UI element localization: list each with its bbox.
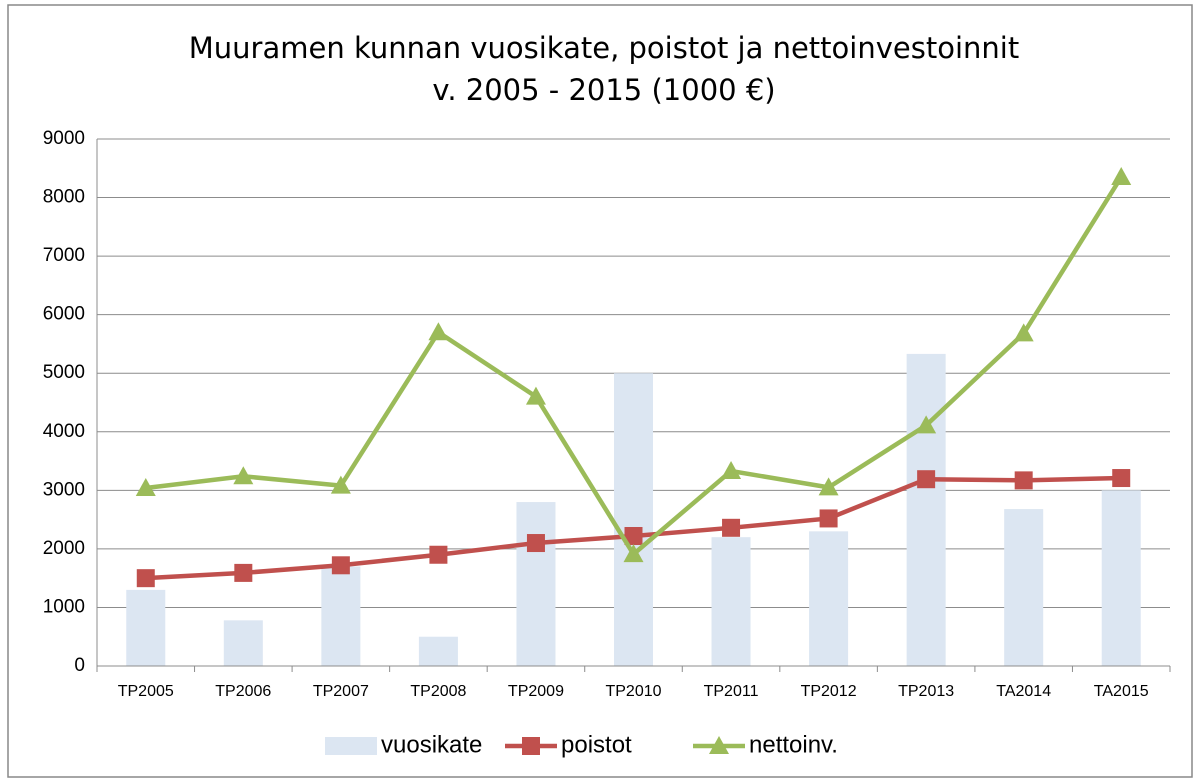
bar: [613, 373, 654, 666]
legend-label: nettoinv.: [749, 731, 838, 758]
y-tick-label: 1000: [43, 596, 85, 617]
x-tick-label: TP2005: [118, 683, 174, 700]
y-tick-label: 7000: [43, 245, 85, 266]
legend-label: vuosikate: [381, 731, 482, 758]
marker: [819, 509, 838, 528]
marker: [428, 322, 449, 341]
x-tick-label: TP2010: [605, 683, 661, 700]
marker: [331, 556, 350, 575]
bar: [418, 636, 458, 666]
y-tick-label: 4000: [43, 421, 85, 442]
marker: [722, 518, 741, 537]
x-tick-label: TP2009: [508, 683, 564, 700]
bar: [126, 589, 166, 666]
x-tick-label: TP2007: [313, 683, 369, 700]
y-tick-label: 6000: [43, 304, 85, 325]
y-tick-label: 5000: [43, 362, 85, 383]
x-tick-label: TP2011: [704, 683, 759, 700]
y-tick-label: 8000: [43, 187, 85, 208]
marker: [623, 544, 644, 563]
y-tick-label: 0: [74, 655, 85, 676]
x-tick-label: TP2012: [801, 683, 857, 700]
marker: [1014, 471, 1033, 490]
marker: [1112, 469, 1131, 488]
marker: [233, 466, 254, 485]
x-tick-label: TA2015: [1094, 683, 1149, 700]
y-tick-label: 9000: [43, 128, 85, 149]
marker: [1111, 167, 1132, 186]
legend-marker: [522, 737, 540, 755]
x-tick-label: TA2014: [996, 683, 1051, 700]
marker: [818, 477, 839, 496]
marker: [136, 569, 155, 588]
bar: [1101, 490, 1141, 666]
marker: [624, 527, 643, 546]
bar: [906, 353, 946, 666]
y-tick-label: 3000: [43, 479, 85, 500]
marker: [429, 545, 448, 564]
bar: [321, 566, 361, 666]
marker: [916, 415, 937, 434]
bar: [1004, 509, 1044, 666]
marker: [1013, 323, 1034, 342]
bar: [711, 537, 751, 666]
chart-border: [7, 4, 1193, 778]
marker: [330, 475, 351, 494]
x-tick-label: TP2006: [215, 683, 271, 700]
chart-title: Muuramen kunnan vuosikate, poistot ja ne…: [189, 31, 1019, 65]
bar: [809, 531, 849, 666]
legend-label: poistot: [561, 731, 632, 758]
marker: [917, 470, 936, 489]
x-tick-label: TP2013: [898, 683, 954, 700]
legend-swatch: [325, 737, 377, 755]
marker: [525, 386, 546, 405]
chart-title: v. 2005 - 2015 (1000 €): [432, 73, 775, 107]
bar: [223, 620, 263, 666]
marker: [234, 563, 253, 582]
marker: [721, 461, 742, 480]
marker: [526, 534, 545, 553]
marker: [135, 477, 156, 496]
bar: [516, 502, 556, 666]
x-tick-label: TP2008: [410, 683, 466, 700]
y-tick-label: 2000: [43, 538, 85, 559]
legend-marker: [709, 736, 729, 754]
